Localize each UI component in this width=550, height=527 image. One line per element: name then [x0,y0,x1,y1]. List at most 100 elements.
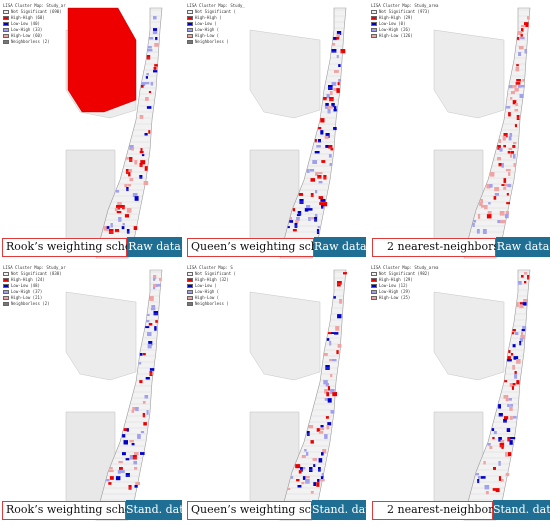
cluster-cell [129,157,133,162]
cluster-cell [125,169,129,174]
cluster-cell [318,467,321,472]
cluster-cell [289,220,294,223]
cluster-cell [505,106,511,109]
cluster-cell [509,383,515,387]
cluster-cell [333,37,337,41]
legend-label: Low-High (37) [11,289,43,294]
cluster-cell [103,226,109,231]
cluster-cell [334,70,339,73]
legend-item: Low-High (29) [371,289,438,295]
legend-swatch [3,278,9,282]
cluster-cell [333,109,337,112]
cluster-cell [487,211,492,216]
cluster-cell [129,455,134,460]
legend-item: Neighborless ( [187,301,236,307]
legend-swatch [3,28,9,32]
legend-label: High-Low (126) [379,33,413,38]
legend-label: Low-Low (40) [11,21,40,26]
cluster-cell [337,284,341,287]
cluster-cell [320,130,324,135]
cluster-cell [327,386,330,391]
cluster-cell [312,160,317,164]
cluster-cell [505,473,510,476]
legend-swatch [187,10,193,14]
cluster-cell [318,172,323,175]
cluster-cell [336,37,339,40]
legend-swatch [187,40,193,44]
cluster-cell [517,37,520,41]
cluster-cell [144,395,149,399]
cluster-cell [304,208,309,212]
cluster-cell [520,34,523,37]
cluster-cell [142,413,146,418]
cluster-cell [142,401,146,404]
legend-swatch [371,10,377,14]
cluster-cell [153,16,157,20]
northwest-region [433,29,505,119]
cluster-cell [148,130,151,134]
cluster-cell [319,202,323,205]
lisa-cluster-map [65,7,163,259]
cluster-cell [512,145,516,148]
legend-item: Not Significant (690) [3,9,66,15]
cluster-cell [477,214,481,219]
legend-item: High-High (29) [371,277,438,283]
cluster-cell [313,464,316,467]
cluster-cell [144,133,148,136]
cluster-cell [510,404,513,407]
cluster-cell [304,449,307,452]
cluster-cell [122,223,125,226]
cluster-cell [339,299,343,304]
legend-label: High-Low ( [195,33,220,38]
cluster-cell [106,479,110,482]
cluster-cell [332,43,336,46]
cluster-cell [296,479,300,482]
legend-swatch [187,284,193,288]
cluster-cell [308,217,311,221]
legend-swatch [187,290,193,294]
cluster-cell [148,91,152,94]
legend-label: Not Significant (982) [379,271,430,276]
cluster-cell [508,398,512,401]
cluster-cell [122,434,126,438]
cluster-cell [114,229,120,233]
cluster-cell [516,115,520,120]
cluster-cell [480,476,486,479]
cluster-cell [499,148,503,152]
cluster-cell [132,193,138,198]
cluster-cell [527,16,530,20]
legend-title: LISA Cluster Map: Study_ [187,3,245,8]
cluster-cell [510,353,514,356]
legend-label: Low-Low (0) [379,21,406,26]
cluster-cell [503,187,507,190]
cluster-cell [522,326,527,331]
cluster-cell [518,281,522,285]
map-legend: LISA Cluster Map: Study_ Not Significant… [187,3,245,45]
data-tag-knn-raw: Raw data [496,237,550,257]
legend-label: Low-High (29) [379,289,411,294]
cluster-cell [292,229,297,232]
cluster-cell [502,136,506,141]
cluster-cell [500,440,505,445]
legend-item: High-High (32) [187,277,236,283]
cluster-cell [518,52,522,56]
cluster-cell [146,73,149,76]
cluster-cell [509,154,512,158]
cluster-cell [503,416,509,420]
cluster-cell [510,97,513,100]
legend-label: High-High ( [195,15,222,20]
cluster-cell [498,139,502,144]
cluster-cell [135,482,140,485]
study-area-outline [433,269,531,521]
cluster-cell [505,452,510,457]
cluster-cell [296,214,301,217]
legend-label: Low-High (33) [11,27,43,32]
legend-title: LISA Cluster Map: Study_ar [3,265,66,270]
legend-item: High-High (24) [3,277,66,283]
legend-label: Low-High ( [195,289,220,294]
cluster-cell [140,452,145,455]
cluster-cell [128,169,133,173]
cluster-cell [305,476,310,479]
cluster-cell [149,371,153,376]
cluster-cell [317,479,320,484]
